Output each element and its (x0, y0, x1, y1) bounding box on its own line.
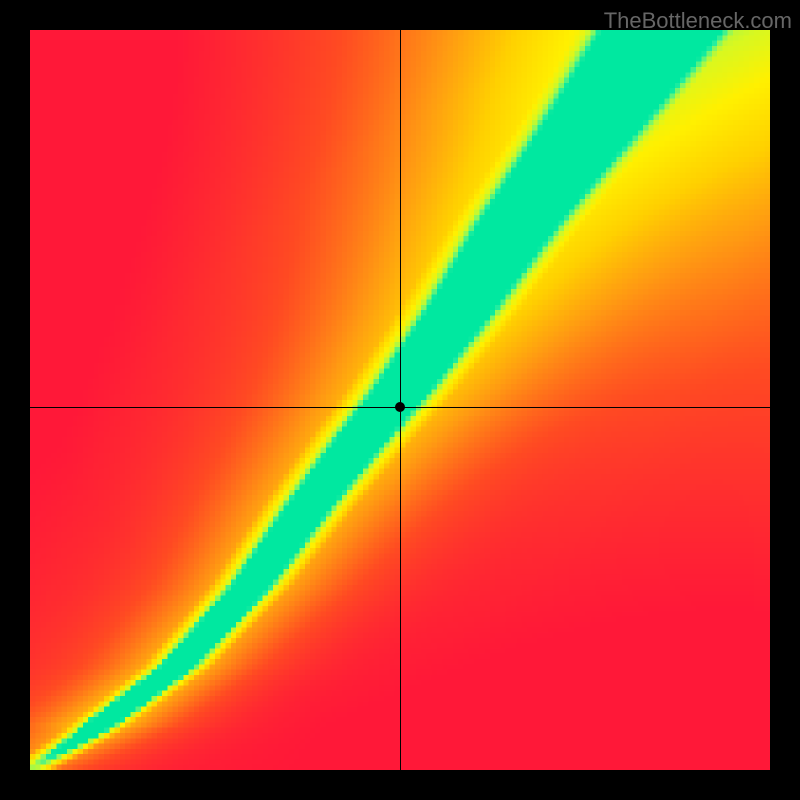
crosshair-marker (395, 402, 405, 412)
plot-area (30, 30, 770, 770)
chart-container: TheBottleneck.com (0, 0, 800, 800)
crosshair-vertical (400, 30, 401, 770)
watermark-text: TheBottleneck.com (604, 8, 792, 34)
